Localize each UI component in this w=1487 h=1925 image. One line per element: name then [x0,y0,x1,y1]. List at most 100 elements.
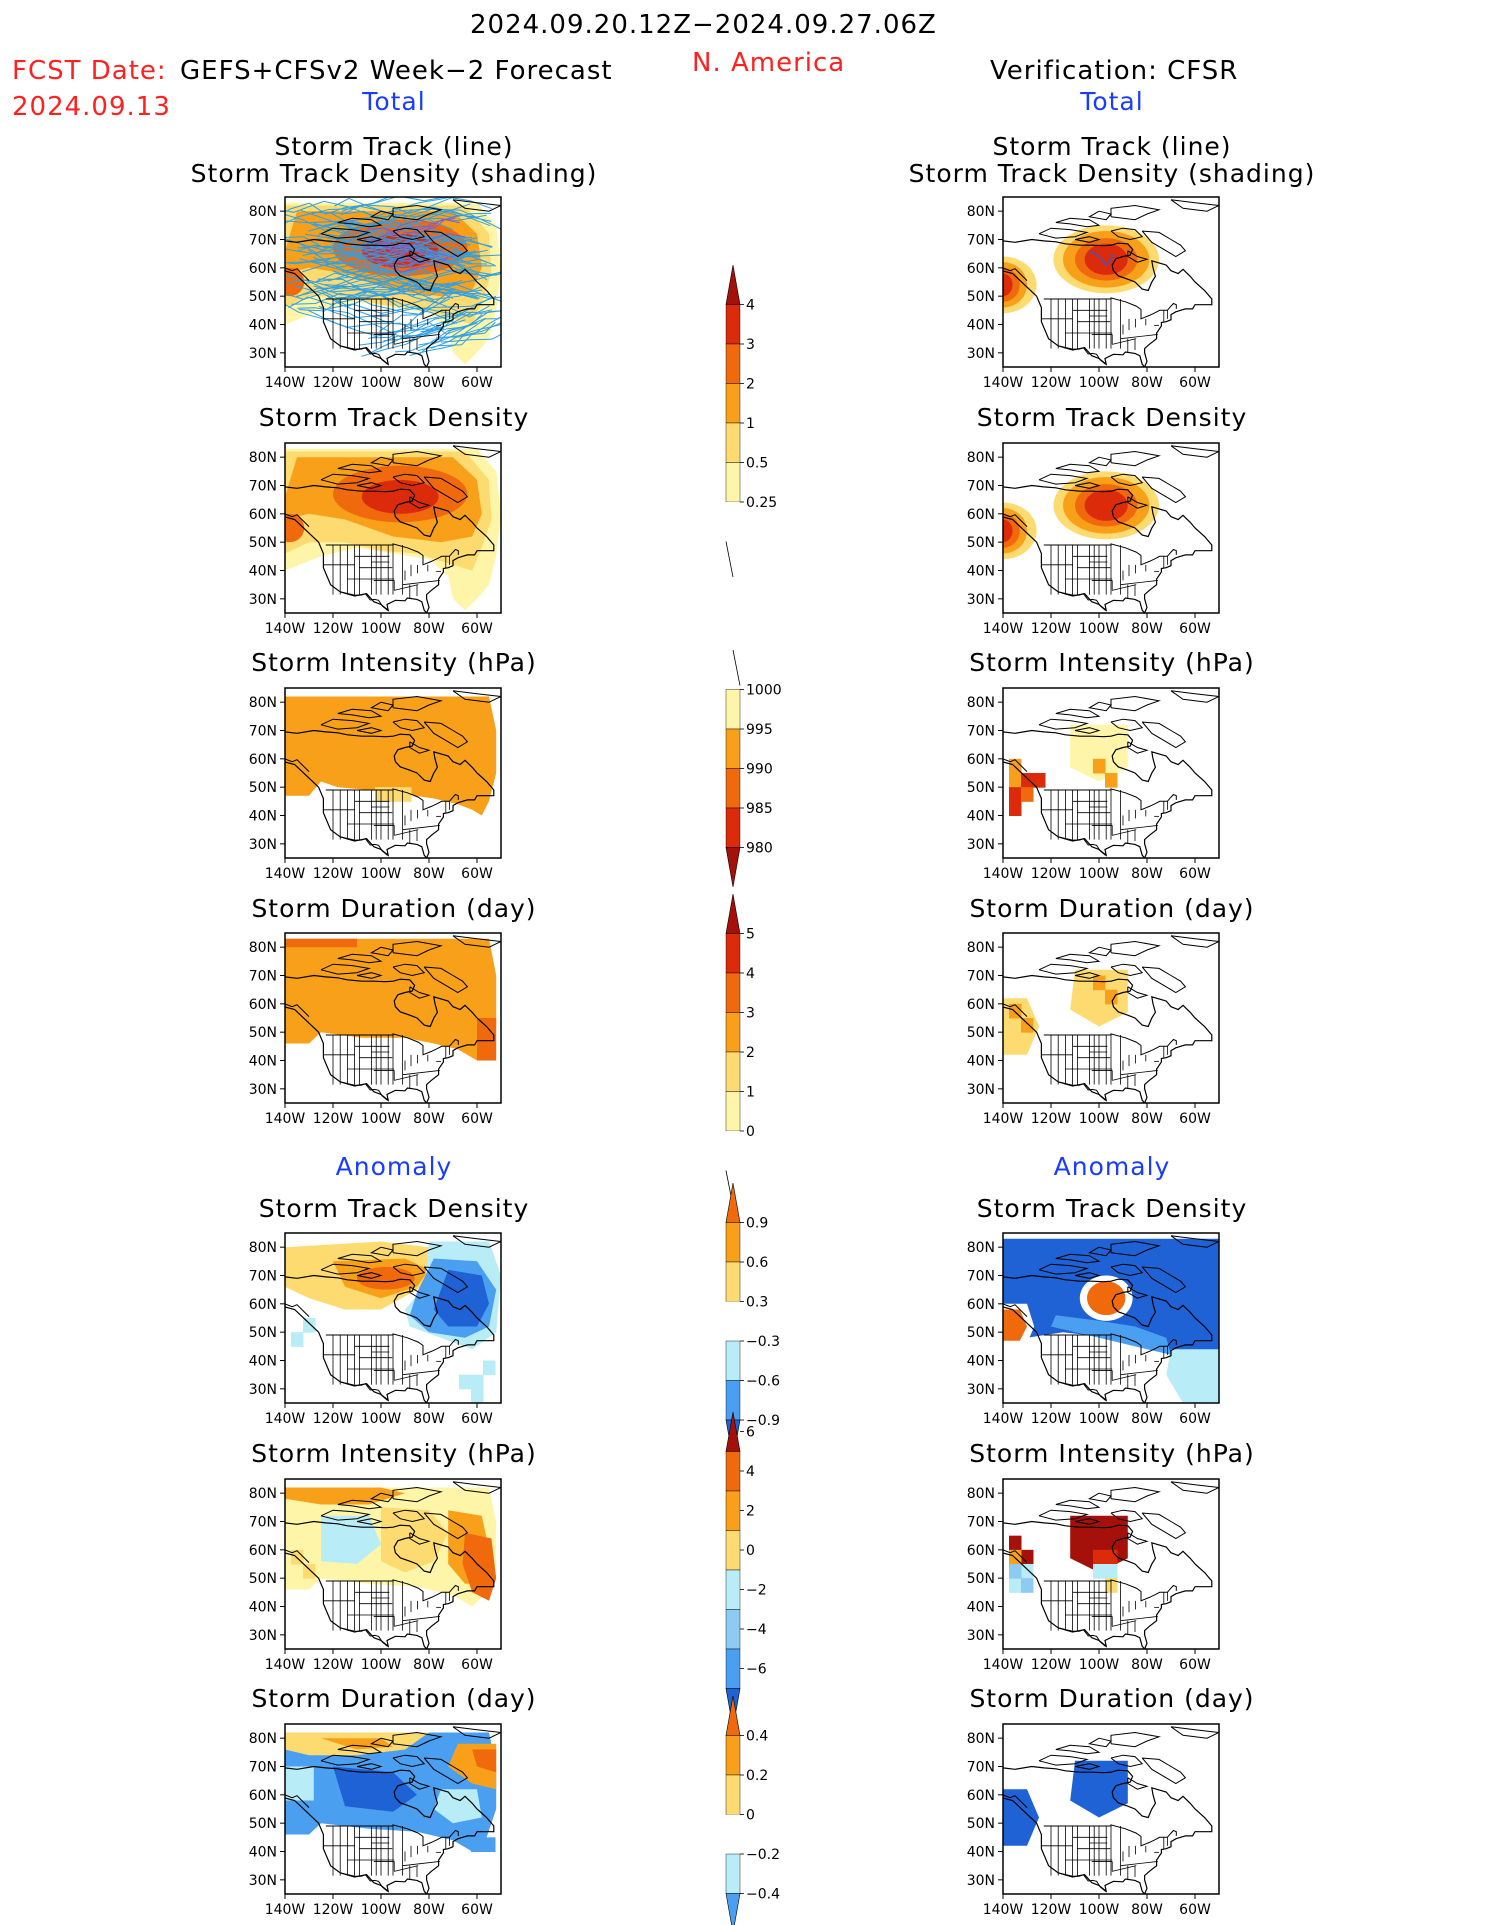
coastline [285,484,495,613]
arctic-island [1110,963,1144,977]
arctic-island [1055,217,1101,228]
coastline [285,1520,495,1649]
title-line-1: Storm Track (line) [274,132,514,161]
lat-tick-label: 70N [967,969,995,985]
colorbar-label: 0.9 [746,1216,768,1232]
arctic-island [1110,473,1144,487]
lon-tick-label: 140W [983,1411,1024,1427]
lon-tick-label: 100W [1079,866,1120,882]
lon-tick-label: 60W [1179,1657,1211,1673]
title-duration-anom-right: Storm Duration (day) [969,1684,1255,1713]
arctic-island [1110,1754,1144,1768]
arctic-island [1141,476,1187,504]
state-border [402,1370,440,1376]
arctic-island [1038,473,1089,485]
arctic-island [392,1731,443,1748]
arctic-island [369,210,394,221]
lat-tick-label: 80N [967,204,995,220]
mexico-border [1058,1081,1107,1101]
colorbar-segment [725,1609,741,1650]
mexico-border [1058,345,1107,365]
map-intensity-model: 80N 70N 60N 50N 40N 30N 140W 120W 100W 80W 60W [249,687,502,882]
title-line-2: Storm Track Density (shading) [190,159,598,188]
intensity-990-dark [1021,787,1034,802]
lat-tick-label: 40N [967,1054,995,1070]
colorbar-segment [725,1261,741,1302]
arctic-island [1110,450,1161,467]
title-duration-right: Storm Duration (day) [969,894,1255,923]
colorbar-label: 5 [746,927,755,943]
lat-tick-label: 70N [967,233,995,249]
lat-tick-label: 60N [967,1543,995,1559]
lon-tick-label: 100W [361,621,402,637]
colorbar-bottom-arrow [725,1893,741,1925]
arctic-island [1141,1266,1187,1294]
arctic-island [1110,1486,1161,1503]
colorbar-segment [726,1301,740,1341]
mexico-border [340,345,389,365]
lat-tick-label: 30N [249,1382,277,1398]
storm-track-line [325,265,490,295]
arctic-island [1127,1532,1149,1545]
lat-tick-label: 50N [249,1571,277,1587]
lon-tick-label: 100W [1079,621,1120,637]
title-track-line-left: Storm Track (line) Storm Track Density (… [174,133,614,187]
lon-tick-label: 140W [983,1111,1024,1127]
map-frame [284,442,502,614]
lon-tick-label: 120W [1031,866,1072,882]
lat-tick-label: 60N [967,1297,995,1313]
coastline [1003,1274,1213,1403]
lat-tick-label: 30N [967,346,995,362]
dens-anom-neg03 [1166,1349,1219,1403]
storm-track-line [294,285,452,326]
arctic-island [337,1253,383,1264]
map-content [285,690,501,858]
arctic-island [320,473,371,485]
state-border [1120,334,1158,340]
arctic-island [320,1263,371,1275]
arctic-island [1055,1253,1101,1264]
lon-tick-label: 80W [413,1411,445,1427]
arctic-island [409,1286,431,1299]
storm-track-line [311,197,453,222]
arctic-island [1038,227,1089,239]
lat-tick-label: 30N [967,1082,995,1098]
fcst-date: 2024.09.13 [12,92,171,122]
density-3 [1003,519,1013,543]
lat-tick-label: 60N [249,1297,277,1313]
lat-tick-label: 40N [249,1845,277,1861]
colorbar-density-anom: 0.9 0.6 0.3 −0.3 −0.6 −0.9 [725,1182,780,1460]
lat-tick-label: 80N [967,450,995,466]
dur-anom-pos04 [472,1749,497,1773]
lat-tick-label: 60N [967,507,995,523]
storm-track-line [291,292,423,316]
storm-track-line-dense [379,219,437,238]
lon-tick-label: 120W [313,1111,354,1127]
lat-tick-label: 60N [967,997,995,1013]
lat-tick-label: 40N [249,564,277,580]
map-duration-anom-cfsr: 80N 70N 60N 50N 40N 30N 140W 120W 100W 80W 60W [967,1723,1220,1918]
colorbar-label: 995 [746,722,773,738]
int-anom-neg0 [321,1515,381,1564]
lat-tick-label: 70N [249,479,277,495]
dens-anom-neg03 [483,1360,496,1376]
dens-anom-neg09 [433,1269,489,1327]
lat-tick-label: 40N [967,564,995,580]
map-content [1003,445,1219,613]
arctic-island [409,1532,431,1545]
duration-3 [285,938,497,1061]
state-border [394,1374,419,1381]
coastline [1003,484,1213,613]
colorbar-label: 4 [746,966,755,982]
storm-track-line [1089,250,1114,267]
lon-tick-label: 120W [1031,375,1072,391]
duration-4 [285,938,357,948]
us-canada-border [1043,1579,1177,1602]
state-border [1112,584,1137,591]
coastline [1003,1520,1213,1649]
arctic-island [1087,701,1112,712]
lon-tick-label: 140W [983,1657,1024,1673]
lon-tick-label: 100W [1079,1411,1120,1427]
arctic-island [392,1754,426,1768]
state-border [1120,1616,1158,1622]
